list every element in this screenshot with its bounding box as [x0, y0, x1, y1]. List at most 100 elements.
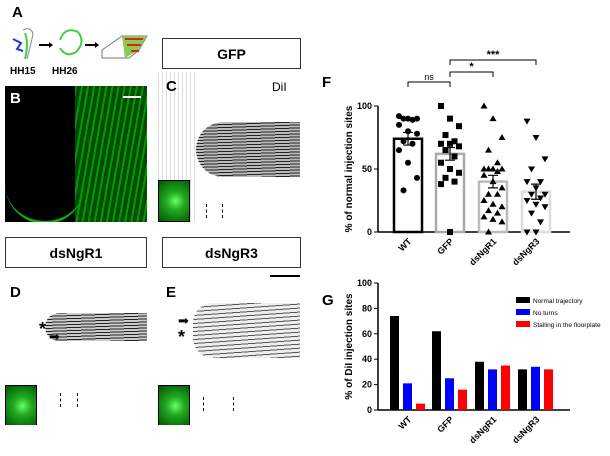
- chart-f-point: [523, 229, 531, 236]
- chart-f-point: [396, 113, 402, 120]
- chart-g-x-tick-label: GFP: [435, 414, 455, 434]
- scale-bar: [270, 275, 300, 277]
- chart-f-point: [456, 143, 462, 150]
- chart-g-y-tick-label: 40: [362, 354, 372, 364]
- inset-gfp: [158, 385, 190, 425]
- chart-f-point: [480, 171, 488, 178]
- chart-g-legend-swatch: [516, 297, 530, 303]
- chart-f-point: [396, 121, 402, 128]
- stage-label-hh15: HH15: [10, 66, 36, 77]
- chart-f-point: [523, 118, 531, 125]
- chart-g-x-tick-label: dsNgR1: [467, 414, 498, 445]
- chart-f-point: [489, 215, 497, 222]
- chart-f-significance-label: ns: [424, 72, 434, 82]
- chart-f-y-axis-title: % of normal injection sites: [344, 105, 355, 232]
- chart-f-point: [396, 147, 402, 154]
- chart-f-y-tick-label: 100: [357, 101, 372, 111]
- chart-f-point: [489, 165, 497, 172]
- chart-f-point: [480, 213, 488, 220]
- chart-g-legend-swatch: [516, 321, 530, 327]
- chart-f-point: [528, 210, 535, 217]
- chart-f-point: [451, 178, 458, 185]
- chart-f-point: [405, 115, 411, 122]
- chart-f-point: [541, 191, 549, 198]
- arrow-icon: ➡: [49, 329, 60, 344]
- chart-f-point: [456, 169, 462, 176]
- chart-g-y-axis-title: % of DiI injection sites: [344, 293, 355, 400]
- chart-g-y-tick-label: 80: [362, 303, 372, 313]
- chart-g-y-tick-label: 100: [357, 278, 372, 288]
- chart-f-x-tick-label: dsNgR1: [467, 236, 498, 267]
- arrow-icon: ➡: [178, 313, 189, 328]
- chart-f-point: [442, 147, 449, 154]
- chart-f-point: [498, 218, 506, 225]
- chart-g-x-tick-label: dsNgR3: [510, 414, 541, 445]
- micrograph-e: ➡ *: [158, 275, 300, 425]
- chart-f-point: [485, 207, 492, 214]
- chart-f-point: [400, 138, 407, 145]
- inset-gfp: [5, 385, 37, 425]
- chart-f-point: [414, 115, 420, 122]
- chart-f-point: [438, 103, 444, 109]
- chart-g-legend-label: No turns: [533, 310, 558, 317]
- panel-label-c: C: [166, 78, 177, 95]
- chart-f-point: [528, 191, 535, 198]
- chart-f-significance-label: ***: [487, 49, 501, 61]
- chart-f-point: [409, 140, 416, 147]
- chart-f-point: [494, 209, 501, 216]
- chart-f-point: [498, 134, 506, 140]
- chart-f-point: [447, 115, 453, 122]
- chart-f-point: [409, 116, 416, 123]
- chart-f-point: [442, 174, 449, 181]
- chart-f-y-tick-label: 0: [367, 227, 372, 237]
- chart-f-point: [532, 135, 540, 141]
- header-gfp: GFP: [162, 38, 301, 69]
- chart-f-point: [456, 123, 462, 130]
- chart-g-bar-stalling-in-the-floorplate: [501, 365, 510, 410]
- chart-f-point: [447, 166, 453, 172]
- chart-g-y-tick-label: 60: [362, 329, 372, 339]
- panel-label-f: F: [322, 74, 332, 91]
- chart-g-bar-no-turns: [403, 383, 412, 410]
- chart-f-significance-bracket: [449, 71, 494, 77]
- chart-g-bar-normal-trajectory: [518, 369, 527, 410]
- chart-f-point: [400, 187, 407, 194]
- inset-gfp: [158, 180, 190, 222]
- chart-g-legend-label: Normal trajectory: [533, 298, 583, 305]
- chart-g-legend-label: Stalling in the floorplate: [533, 322, 601, 329]
- chart-f-point: [480, 197, 488, 203]
- micrograph-d: * ➡: [5, 275, 147, 425]
- stage-label-hh26: HH26: [52, 66, 78, 77]
- chart-g-bar-normal-trajectory: [390, 316, 399, 410]
- chart-f-point: [442, 131, 449, 138]
- chart-f-x-tick-label: GFP: [435, 236, 455, 256]
- chart-f-point: [485, 146, 492, 153]
- header-dsngr3: dsNgR3: [162, 237, 301, 268]
- chart-g-legend-swatch: [516, 309, 530, 315]
- dil-label: DiI: [272, 80, 287, 94]
- chart-f-point: [537, 195, 544, 202]
- chart-f-point: [532, 201, 540, 208]
- chart-f-y-tick-label: 50: [362, 164, 372, 174]
- chart-g-bar-stalling-in-the-floorplate: [416, 403, 425, 410]
- chart-f-x-tick-label: WT: [396, 236, 413, 253]
- chart-f-point: [498, 165, 506, 172]
- chart-f-point: [447, 229, 453, 235]
- chart-g-y-tick-label: 20: [362, 380, 372, 390]
- chart-f-point: [447, 140, 453, 147]
- chart-f-point: [400, 115, 407, 122]
- chart-f-significance-label: *: [469, 61, 474, 73]
- chart-f-point: [537, 179, 544, 186]
- chart-f-point: [541, 156, 549, 163]
- panel-label-d: D: [10, 284, 21, 301]
- chart-f-point: [414, 130, 420, 137]
- chart-f-point: [532, 229, 540, 236]
- chart-f-point: [480, 102, 488, 109]
- chart-f-point: [438, 181, 444, 188]
- chart-g-bar-normal-trajectory: [432, 331, 441, 410]
- panel-label-a: A: [12, 4, 23, 21]
- chart-f-point: [494, 190, 501, 197]
- asterisk-marker: *: [178, 327, 186, 347]
- asterisk-marker: *: [39, 319, 47, 339]
